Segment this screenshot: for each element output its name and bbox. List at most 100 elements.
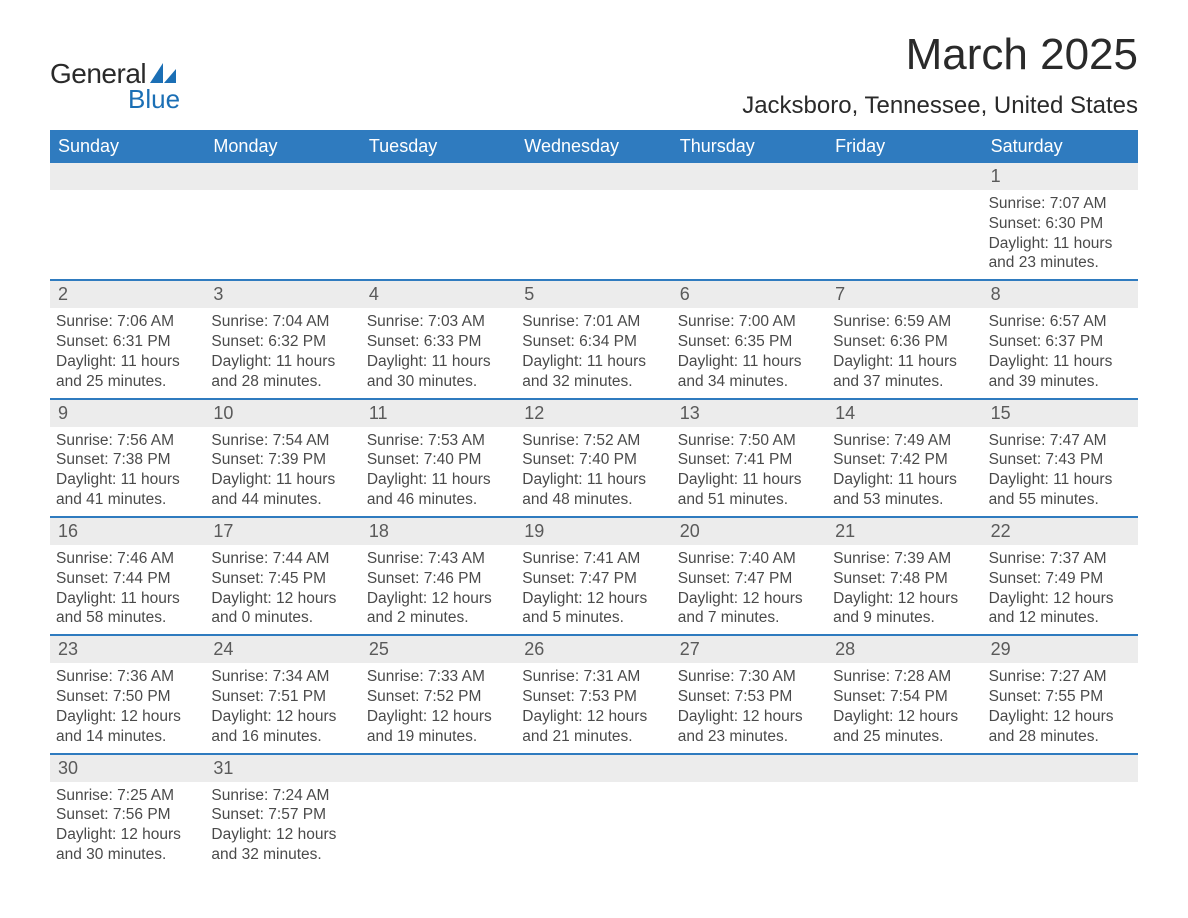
day-detail-line: Sunset: 6:33 PM xyxy=(367,332,510,352)
calendar-day xyxy=(827,163,982,279)
day-detail-line: Sunset: 7:50 PM xyxy=(56,687,199,707)
day-details: Sunrise: 7:41 AMSunset: 7:47 PMDaylight:… xyxy=(516,545,671,634)
day-number: 21 xyxy=(827,518,982,545)
day-detail-line: and 30 minutes. xyxy=(56,845,199,865)
day-number: 8 xyxy=(983,281,1138,308)
day-details: Sunrise: 7:30 AMSunset: 7:53 PMDaylight:… xyxy=(672,663,827,752)
day-number xyxy=(672,755,827,782)
day-detail-line: Sunrise: 7:39 AM xyxy=(833,549,976,569)
day-detail-line: Daylight: 11 hours xyxy=(989,352,1132,372)
calendar-day: 7Sunrise: 6:59 AMSunset: 6:36 PMDaylight… xyxy=(827,281,982,397)
day-detail-line: Sunset: 6:37 PM xyxy=(989,332,1132,352)
calendar-day: 19Sunrise: 7:41 AMSunset: 7:47 PMDayligh… xyxy=(516,518,671,634)
day-detail-line: and 53 minutes. xyxy=(833,490,976,510)
weekday-label: Friday xyxy=(827,130,982,163)
calendar-day: 12Sunrise: 7:52 AMSunset: 7:40 PMDayligh… xyxy=(516,400,671,516)
day-detail-line: Sunrise: 7:40 AM xyxy=(678,549,821,569)
calendar-day: 20Sunrise: 7:40 AMSunset: 7:47 PMDayligh… xyxy=(672,518,827,634)
day-detail-line: Sunset: 7:48 PM xyxy=(833,569,976,589)
calendar-day xyxy=(205,163,360,279)
day-detail-line: and 28 minutes. xyxy=(989,727,1132,747)
calendar-day xyxy=(361,755,516,871)
day-detail-line: Sunrise: 7:27 AM xyxy=(989,667,1132,687)
day-detail-line: Sunset: 7:46 PM xyxy=(367,569,510,589)
calendar-week: 2 Sunrise: 7:06 AMSunset: 6:31 PM Daylight… xyxy=(50,279,1138,397)
day-details: Sunrise: 7:34 AMSunset: 7:51 PMDaylight:… xyxy=(205,663,360,752)
calendar-day: 2Sunrise: 7:06 AMSunset: 6:31 PMDaylight… xyxy=(50,281,205,397)
day-detail-line: Sunset: 6:30 PM xyxy=(989,214,1132,234)
day-detail-line: Sunset: 6:31 PM xyxy=(56,332,199,352)
day-details xyxy=(983,782,1138,852)
logo: General Blue xyxy=(50,30,180,115)
day-number: 11 xyxy=(361,400,516,427)
day-detail-line: Sunrise: 7:31 AM xyxy=(522,667,665,687)
calendar-day: 15Sunrise: 7:47 AMSunset: 7:43 PMDayligh… xyxy=(983,400,1138,516)
day-details: Sunrise: 6:59 AMSunset: 6:36 PMDaylight:… xyxy=(827,308,982,397)
day-detail-line: Sunrise: 7:53 AM xyxy=(367,431,510,451)
calendar-day xyxy=(983,755,1138,871)
day-detail-line: Sunrise: 7:36 AM xyxy=(56,667,199,687)
day-number: 25 xyxy=(361,636,516,663)
calendar-week: 16Sunrise: 7:46 AMSunset: 7:44 PMDayligh… xyxy=(50,516,1138,634)
day-detail-line: Daylight: 12 hours xyxy=(56,707,199,727)
day-detail-line: Sunset: 7:47 PM xyxy=(522,569,665,589)
day-details: Sunrise: 7:25 AMSunset: 7:56 PMDaylight:… xyxy=(50,782,205,871)
calendar-day: 21Sunrise: 7:39 AMSunset: 7:48 PMDayligh… xyxy=(827,518,982,634)
day-detail-line: Daylight: 12 hours xyxy=(678,707,821,727)
weekday-label: Thursday xyxy=(672,130,827,163)
calendar-day: 26Sunrise: 7:31 AMSunset: 7:53 PMDayligh… xyxy=(516,636,671,752)
day-detail-line: Daylight: 11 hours xyxy=(678,470,821,490)
day-detail-line: and 23 minutes. xyxy=(678,727,821,747)
day-detail-line: Sunset: 7:40 PM xyxy=(522,450,665,470)
calendar-day: 4Sunrise: 7:03 AMSunset: 6:33 PMDaylight… xyxy=(361,281,516,397)
day-detail-line: Daylight: 12 hours xyxy=(522,589,665,609)
day-detail-line: and 9 minutes. xyxy=(833,608,976,628)
calendar-day: 11Sunrise: 7:53 AMSunset: 7:40 PMDayligh… xyxy=(361,400,516,516)
calendar-day xyxy=(516,755,671,871)
day-details: Sunrise: 7:40 AMSunset: 7:47 PMDaylight:… xyxy=(672,545,827,634)
day-details: Sunrise: 6:57 AMSunset: 6:37 PMDaylight:… xyxy=(983,308,1138,397)
day-detail-line: Daylight: 12 hours xyxy=(989,707,1132,727)
day-detail-line: Sunset: 7:54 PM xyxy=(833,687,976,707)
day-number: 29 xyxy=(983,636,1138,663)
day-number: 3 xyxy=(205,281,360,308)
day-detail-line: and 48 minutes. xyxy=(522,490,665,510)
day-detail-line: and 34 minutes. xyxy=(678,372,821,392)
day-details xyxy=(672,190,827,260)
day-detail-line: Sunset: 7:49 PM xyxy=(989,569,1132,589)
day-number: 22 xyxy=(983,518,1138,545)
day-details: Sunrise: 7:54 AMSunset: 7:39 PMDaylight:… xyxy=(205,427,360,516)
day-number: 30 xyxy=(50,755,205,782)
day-number: 2 xyxy=(50,281,205,308)
day-detail-line: and 23 minutes. xyxy=(989,253,1132,273)
day-details xyxy=(827,782,982,852)
day-number: 16 xyxy=(50,518,205,545)
day-detail-line: and 12 minutes. xyxy=(989,608,1132,628)
day-detail-line: Daylight: 11 hours xyxy=(522,352,665,372)
calendar-day: 17Sunrise: 7:44 AMSunset: 7:45 PMDayligh… xyxy=(205,518,360,634)
day-detail-line: and 32 minutes. xyxy=(211,845,354,865)
day-number: 6 xyxy=(672,281,827,308)
day-detail-line: Daylight: 11 hours xyxy=(678,352,821,372)
day-detail-line: Daylight: 11 hours xyxy=(56,470,199,490)
day-details xyxy=(361,782,516,852)
day-details: Sunrise: 7:01 AMSunset: 6:34 PMDaylight:… xyxy=(516,308,671,397)
calendar-day xyxy=(672,755,827,871)
day-number xyxy=(827,755,982,782)
logo-text-blue: Blue xyxy=(128,84,180,115)
day-detail-line: Sunset: 6:35 PM xyxy=(678,332,821,352)
day-detail-line: Sunrise: 6:57 AM xyxy=(989,312,1132,332)
day-details xyxy=(205,190,360,260)
weekday-label: Monday xyxy=(205,130,360,163)
day-details xyxy=(827,190,982,260)
day-details: Sunrise: 7:46 AMSunset: 7:44 PMDaylight:… xyxy=(50,545,205,634)
weekday-header-row: Sunday Monday Tuesday Wednesday Thursday… xyxy=(50,130,1138,163)
calendar-day: 23Sunrise: 7:36 AMSunset: 7:50 PMDayligh… xyxy=(50,636,205,752)
day-detail-line: and 0 minutes. xyxy=(211,608,354,628)
day-detail-line: Sunrise: 7:06 AM xyxy=(56,312,199,332)
day-detail-line: Sunrise: 7:04 AM xyxy=(211,312,354,332)
day-details: Sunrise: 7:50 AMSunset: 7:41 PMDaylight:… xyxy=(672,427,827,516)
day-detail-line: and 16 minutes. xyxy=(211,727,354,747)
calendar-day xyxy=(516,163,671,279)
day-detail-line: and 19 minutes. xyxy=(367,727,510,747)
